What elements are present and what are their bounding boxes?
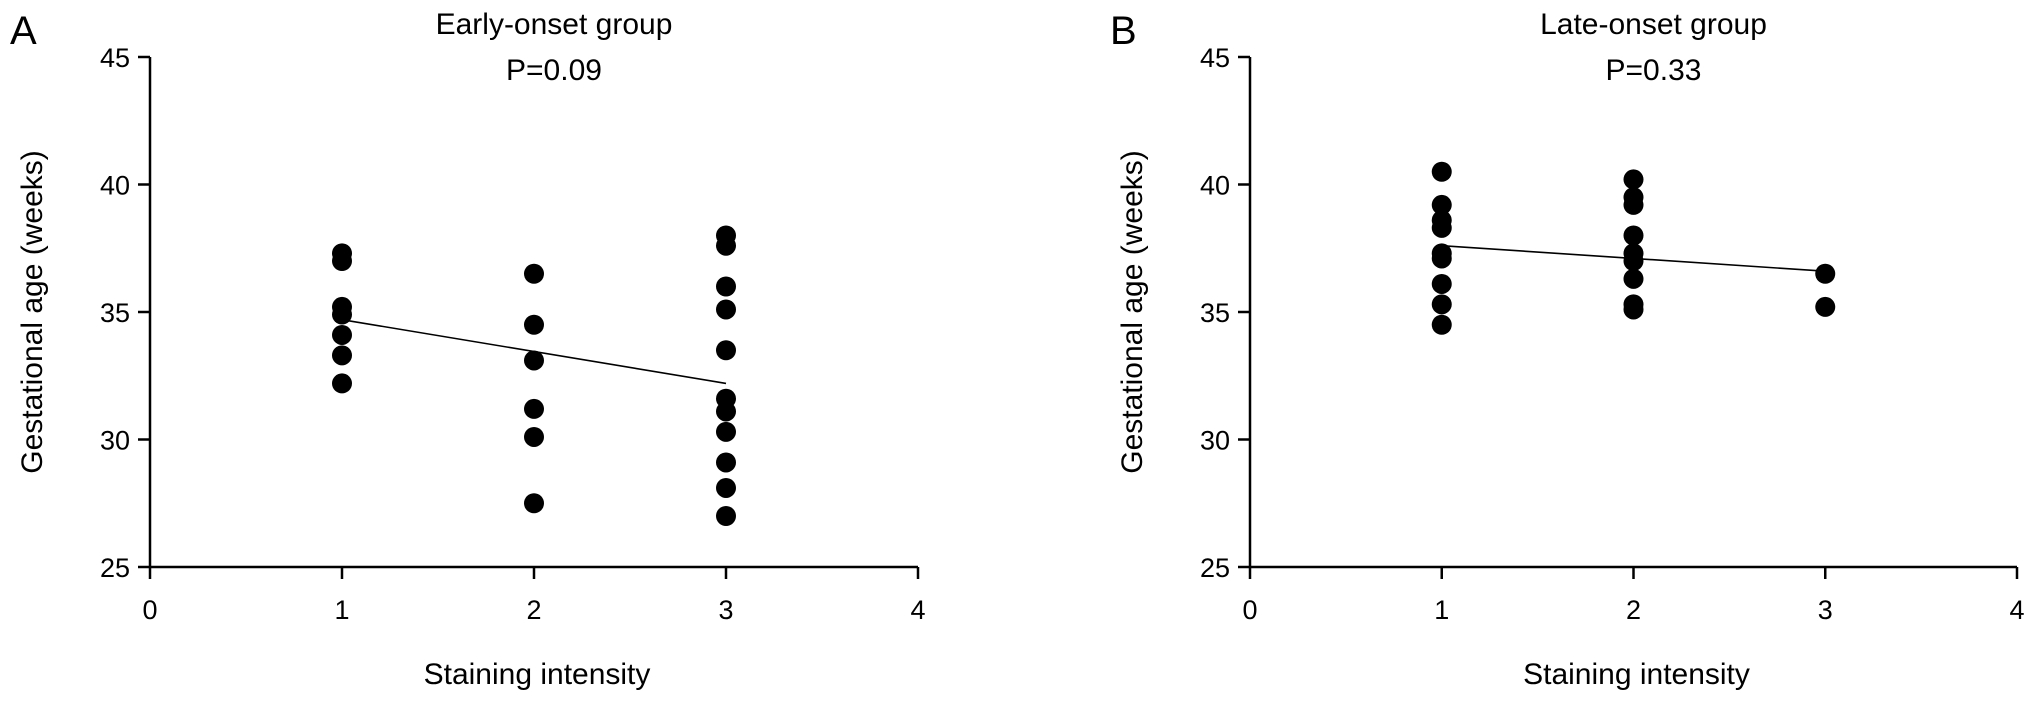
data-point bbox=[716, 401, 736, 422]
data-point bbox=[1623, 299, 1644, 320]
data-point bbox=[716, 340, 736, 361]
panel-letter: B bbox=[1110, 9, 1137, 53]
data-point bbox=[716, 421, 736, 442]
data-point bbox=[1623, 169, 1644, 190]
data-point bbox=[1623, 251, 1644, 271]
y-tick-label: 40 bbox=[100, 171, 130, 201]
data-point bbox=[716, 506, 736, 526]
x-tick-label: 2 bbox=[1626, 595, 1641, 625]
panel-letter: A bbox=[10, 9, 37, 53]
data-point bbox=[524, 350, 544, 371]
y-tick-label: 40 bbox=[1200, 171, 1230, 201]
data-point bbox=[524, 493, 544, 514]
x-tick-label: 1 bbox=[334, 595, 349, 625]
data-point bbox=[332, 304, 352, 325]
x-tick-label: 4 bbox=[910, 595, 925, 625]
data-point bbox=[1431, 314, 1452, 335]
data-point bbox=[524, 398, 544, 419]
y-tick-label: 25 bbox=[1200, 553, 1230, 583]
x-tick-label: 1 bbox=[1434, 595, 1449, 625]
y-tick-label: 45 bbox=[1200, 43, 1230, 73]
data-point bbox=[716, 452, 736, 473]
y-axis-label: Gestational age (weeks) bbox=[1116, 150, 1149, 474]
chart-subtitle: P=0.09 bbox=[506, 54, 602, 87]
y-tick-label: 35 bbox=[1200, 298, 1230, 328]
data-point bbox=[1431, 273, 1452, 294]
chart-title: Late-onset group bbox=[1540, 8, 1767, 41]
data-point bbox=[332, 373, 352, 394]
x-tick-label: 0 bbox=[142, 595, 157, 625]
data-point bbox=[716, 235, 736, 256]
x-tick-label: 3 bbox=[718, 595, 733, 625]
chart-title: Early-onset group bbox=[436, 8, 673, 41]
y-tick-label: 30 bbox=[1200, 426, 1230, 456]
x-tick-label: 2 bbox=[526, 595, 541, 625]
panel-b: B Late-onset group P=0.33 25 30 35 40 45 0 1 2 3 4 St… bbox=[1110, 8, 2025, 691]
data-point bbox=[1431, 248, 1452, 269]
data-point bbox=[332, 324, 352, 345]
data-point bbox=[1431, 161, 1452, 182]
data-point bbox=[1623, 194, 1644, 215]
x-tick-label: 0 bbox=[1242, 595, 1257, 625]
y-tick-label: 25 bbox=[100, 553, 130, 583]
x-axis-label: Staining intensity bbox=[424, 658, 651, 691]
data-point bbox=[1815, 296, 1836, 317]
y-axis-label: Gestational age (weeks) bbox=[16, 150, 49, 474]
y-tick-label: 30 bbox=[100, 426, 130, 456]
data-point bbox=[332, 251, 352, 271]
data-point bbox=[1623, 268, 1644, 289]
y-tick-label: 35 bbox=[100, 298, 130, 328]
panel-a: A Early-onset group P=0.09 25 30 35 40 45 0 1 2 3 4 S… bbox=[10, 8, 926, 691]
data-point bbox=[524, 314, 544, 335]
x-tick-label: 4 bbox=[2009, 595, 2024, 625]
data-point bbox=[716, 299, 736, 320]
chart-subtitle: P=0.33 bbox=[1606, 54, 1702, 87]
data-point bbox=[332, 345, 352, 366]
data-point bbox=[1431, 294, 1452, 315]
data-point bbox=[1431, 194, 1452, 215]
data-point bbox=[1815, 263, 1836, 284]
x-axis-label: Staining intensity bbox=[1523, 658, 1750, 691]
data-point bbox=[1431, 217, 1452, 238]
x-tick-label: 3 bbox=[1818, 595, 1833, 625]
data-point bbox=[716, 276, 736, 297]
y-tick-label: 45 bbox=[100, 43, 130, 73]
data-point bbox=[716, 477, 736, 498]
data-point bbox=[1623, 225, 1644, 246]
data-point bbox=[524, 263, 544, 284]
data-point bbox=[524, 426, 544, 447]
